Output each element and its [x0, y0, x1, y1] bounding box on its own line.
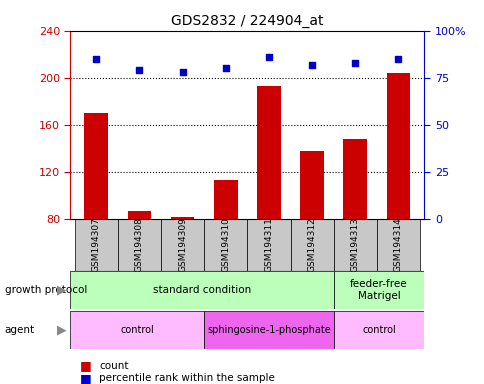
Bar — [204, 219, 247, 271]
Text: GSM194310: GSM194310 — [221, 217, 230, 272]
Bar — [333, 219, 376, 271]
Text: control: control — [362, 325, 395, 335]
Bar — [84, 113, 108, 219]
Text: feeder-free
Matrigel: feeder-free Matrigel — [349, 279, 407, 301]
Point — [92, 56, 100, 62]
Text: ▶: ▶ — [57, 283, 67, 296]
Bar — [333, 311, 424, 349]
Bar — [290, 219, 333, 271]
Point — [178, 69, 186, 75]
Bar — [118, 219, 161, 271]
Text: standard condition: standard condition — [152, 285, 251, 295]
Bar — [300, 151, 323, 219]
Bar — [333, 271, 424, 309]
Bar — [161, 219, 204, 271]
Point — [351, 60, 359, 66]
Bar — [376, 219, 419, 271]
Point — [265, 54, 272, 60]
Title: GDS2832 / 224904_at: GDS2832 / 224904_at — [171, 14, 323, 28]
Text: GSM194313: GSM194313 — [350, 217, 359, 272]
Text: percentile rank within the sample: percentile rank within the sample — [99, 373, 275, 383]
Text: sphingosine-1-phosphate: sphingosine-1-phosphate — [207, 325, 330, 335]
Text: GSM194311: GSM194311 — [264, 217, 273, 272]
Bar — [70, 271, 333, 309]
Bar — [213, 180, 237, 219]
Text: GSM194314: GSM194314 — [393, 217, 402, 272]
Point — [135, 67, 143, 73]
Bar — [247, 219, 290, 271]
Text: GSM194308: GSM194308 — [135, 217, 144, 272]
Bar — [170, 217, 194, 219]
Text: growth protocol: growth protocol — [5, 285, 87, 295]
Bar — [127, 211, 151, 219]
Point — [394, 56, 402, 62]
Bar — [70, 311, 204, 349]
Text: GSM194309: GSM194309 — [178, 217, 187, 272]
Text: ■: ■ — [80, 372, 91, 384]
Text: GSM194307: GSM194307 — [91, 217, 101, 272]
Bar — [257, 86, 280, 219]
Text: control: control — [120, 325, 154, 335]
Point — [308, 61, 316, 68]
Text: GSM194312: GSM194312 — [307, 217, 316, 272]
Bar — [75, 219, 118, 271]
Text: count: count — [99, 361, 129, 371]
Point — [221, 65, 229, 71]
Text: agent: agent — [5, 325, 35, 335]
Text: ▶: ▶ — [57, 324, 67, 337]
Bar — [386, 73, 409, 219]
Text: ■: ■ — [80, 359, 91, 372]
Bar — [343, 139, 366, 219]
Bar — [204, 311, 333, 349]
